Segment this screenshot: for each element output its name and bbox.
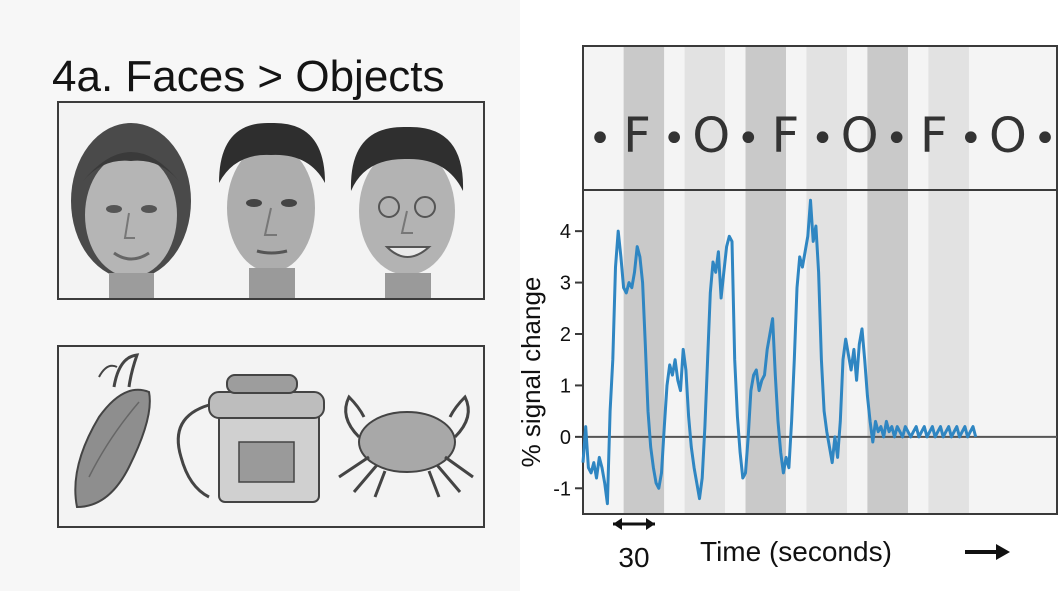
y-axis: -1 0 1 2 3 4: [553, 221, 583, 500]
condition-label-11: O: [989, 108, 1027, 164]
scale-bar-label: 30: [618, 542, 649, 573]
y-tick-label: 0: [560, 427, 571, 449]
y-tick-label: 1: [560, 375, 571, 397]
y-axis-label: % signal change: [516, 277, 546, 468]
condition-label-10: •: [959, 116, 983, 162]
condition-label-12: •: [1033, 116, 1057, 162]
condition-label-4: •: [737, 116, 761, 162]
condition-label-5: F: [772, 108, 800, 164]
y-tick-label: 4: [560, 221, 571, 243]
y-tick-label: -1: [553, 478, 571, 500]
condition-label-8: •: [885, 116, 909, 162]
condition-label-7: O: [841, 108, 879, 164]
scale-bar-right-arrow: [646, 518, 655, 530]
time-scale-bar: 30: [613, 518, 655, 573]
y-tick-label: 3: [560, 273, 571, 295]
condition-label-1: F: [623, 108, 651, 164]
y-tick-label: 2: [560, 324, 571, 346]
condition-label-3: O: [692, 108, 730, 164]
condition-label-2: •: [662, 116, 686, 162]
x-axis-label: Time (seconds): [700, 536, 892, 567]
right-arrow-icon: [965, 544, 1010, 560]
scale-bar-left-arrow: [613, 518, 622, 530]
condition-label-0: •: [588, 116, 612, 162]
condition-label-9: F: [920, 108, 948, 164]
condition-label-6: •: [811, 116, 835, 162]
